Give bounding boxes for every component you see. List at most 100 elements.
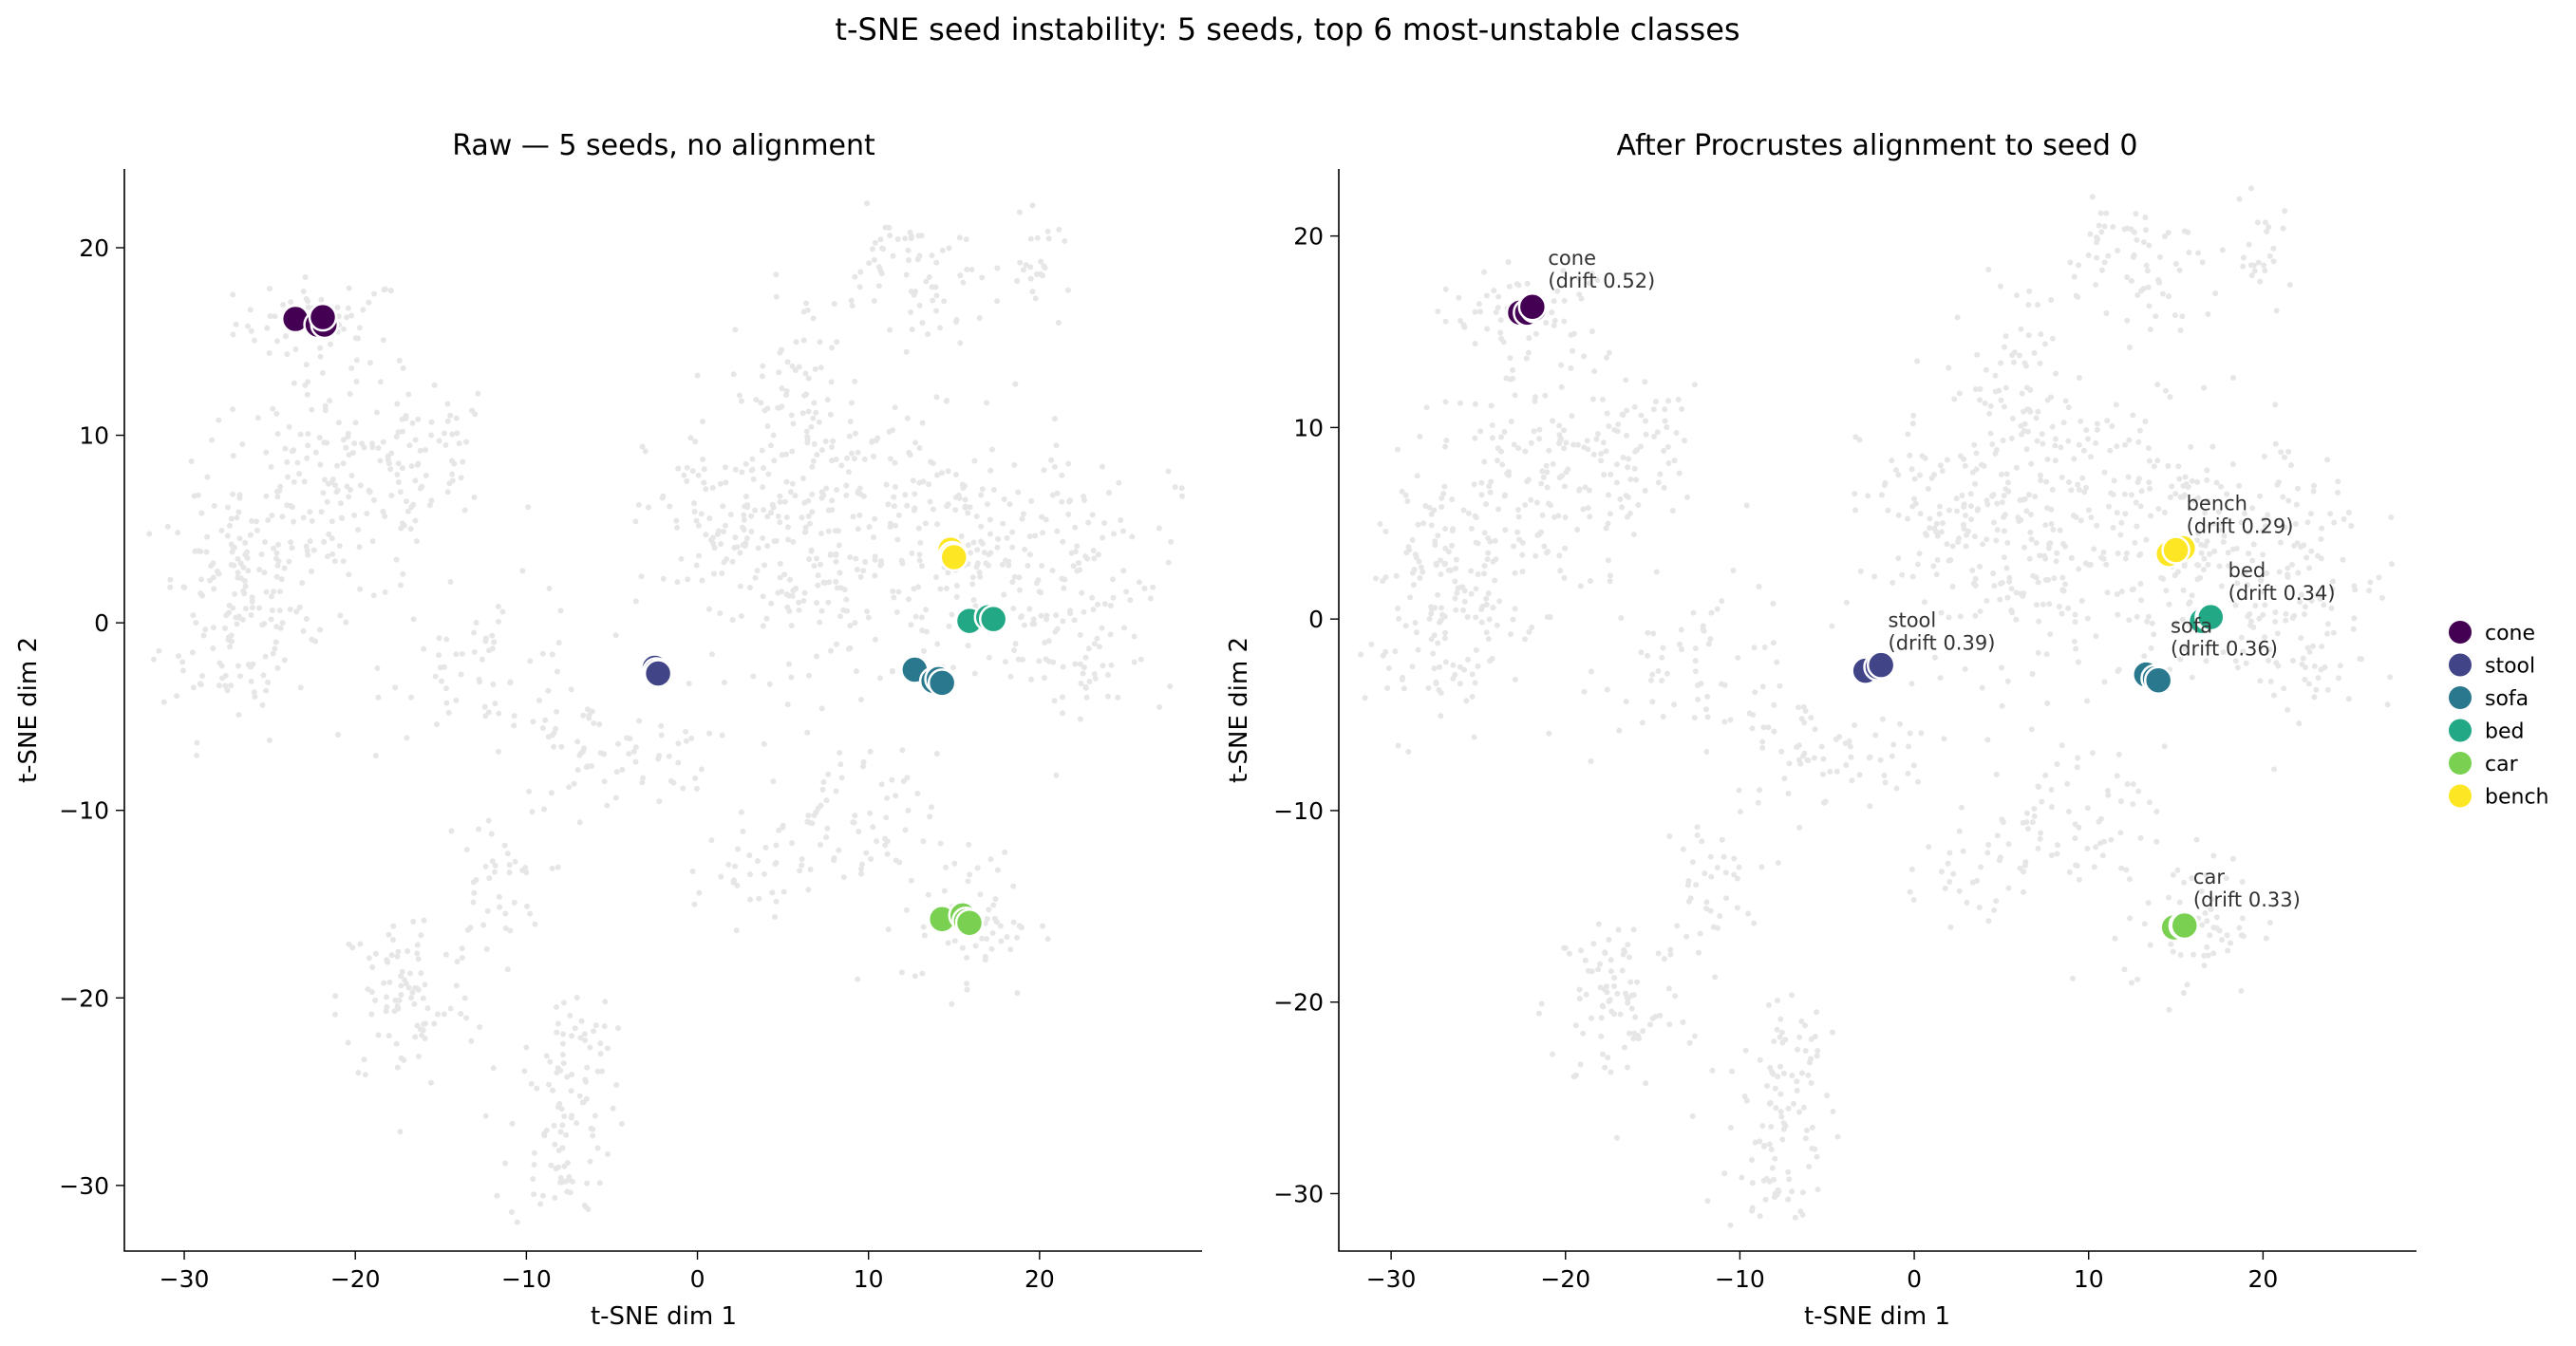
background-point [2000, 819, 2006, 826]
background-point [1053, 612, 1060, 619]
background-point [408, 504, 415, 511]
background-point [986, 907, 992, 913]
background-point [874, 838, 880, 845]
background-point [2318, 666, 2324, 673]
background-point [684, 464, 690, 471]
background-point [1449, 542, 1456, 549]
background-point [2146, 479, 2153, 486]
background-point [1820, 771, 1827, 777]
background-point [784, 524, 791, 531]
background-point [400, 570, 406, 577]
background-point [291, 380, 297, 386]
background-point [2249, 505, 2256, 512]
background-point [2076, 824, 2082, 831]
background-point [2210, 520, 2217, 527]
background-point [885, 926, 892, 933]
background-point [364, 511, 370, 517]
background-point [546, 585, 553, 591]
background-point [864, 608, 871, 615]
background-point [1856, 772, 1863, 778]
legend-marker [2447, 750, 2473, 776]
background-point [404, 508, 411, 514]
background-point [422, 447, 428, 454]
background-point [960, 279, 967, 286]
background-point [2311, 663, 2318, 669]
background-point [848, 450, 855, 457]
y-tick-label: −10 [1273, 797, 1324, 825]
background-point [1927, 525, 1933, 532]
background-point [2075, 755, 2081, 761]
background-point [945, 940, 951, 946]
panel-aligned-points [1505, 292, 2226, 943]
background-point [717, 610, 724, 617]
background-point [1984, 597, 1990, 604]
background-point [811, 563, 818, 570]
background-point [2133, 211, 2139, 217]
background-point [2054, 550, 2060, 556]
background-point [1487, 658, 1494, 664]
x-tick-label: 10 [854, 1265, 884, 1293]
background-point [2023, 446, 2030, 453]
background-point [2134, 478, 2141, 485]
background-point [766, 681, 773, 687]
background-point [903, 348, 910, 355]
background-point [2004, 479, 2011, 486]
background-point [1015, 656, 1022, 663]
background-point [1697, 930, 1703, 937]
background-point [395, 948, 402, 955]
background-point [1499, 461, 1506, 468]
background-point [920, 924, 927, 930]
background-point [1041, 675, 1047, 682]
background-point [1985, 918, 1992, 925]
background-point [988, 945, 995, 952]
background-point [443, 636, 450, 643]
background-point [1059, 472, 1065, 478]
background-point [2093, 439, 2099, 446]
background-point [1623, 699, 1629, 705]
background-point [268, 593, 274, 600]
background-point [1105, 490, 1112, 496]
background-point [1908, 866, 1915, 872]
background-point [2198, 550, 2205, 556]
background-point [346, 452, 352, 458]
background-point [200, 632, 207, 639]
background-point [1760, 724, 1767, 731]
background-point [1417, 574, 1423, 581]
background-point [991, 915, 998, 922]
background-point [2042, 576, 2049, 583]
background-point [855, 449, 861, 456]
background-point [2039, 798, 2045, 805]
background-point [828, 647, 835, 654]
background-point [2300, 655, 2306, 662]
background-point [601, 1023, 608, 1030]
background-point [489, 645, 496, 652]
background-point [1999, 702, 2005, 709]
background-point [2329, 586, 2336, 592]
background-point [409, 420, 416, 426]
background-point [529, 809, 536, 815]
background-point [740, 828, 746, 834]
background-point [2098, 229, 2105, 235]
background-point [2229, 374, 2236, 381]
background-point [321, 477, 328, 483]
background-point [943, 864, 950, 870]
background-point [2146, 242, 2153, 249]
background-point [1730, 567, 1737, 573]
background-point [1914, 358, 1921, 365]
background-point [1871, 573, 1878, 580]
background-point [1028, 676, 1035, 682]
background-point [1645, 652, 1651, 659]
background-point [758, 400, 764, 406]
background-point [512, 858, 518, 865]
x-tick-label: 0 [690, 1265, 705, 1293]
background-point [1445, 567, 1452, 573]
background-point [445, 709, 452, 716]
background-point [1426, 616, 1433, 623]
background-point [854, 566, 860, 572]
background-point [523, 869, 530, 876]
background-point [1694, 824, 1701, 831]
background-point [1664, 424, 1670, 431]
background-point [908, 877, 914, 884]
background-point [760, 593, 766, 600]
background-point [2075, 659, 2081, 665]
